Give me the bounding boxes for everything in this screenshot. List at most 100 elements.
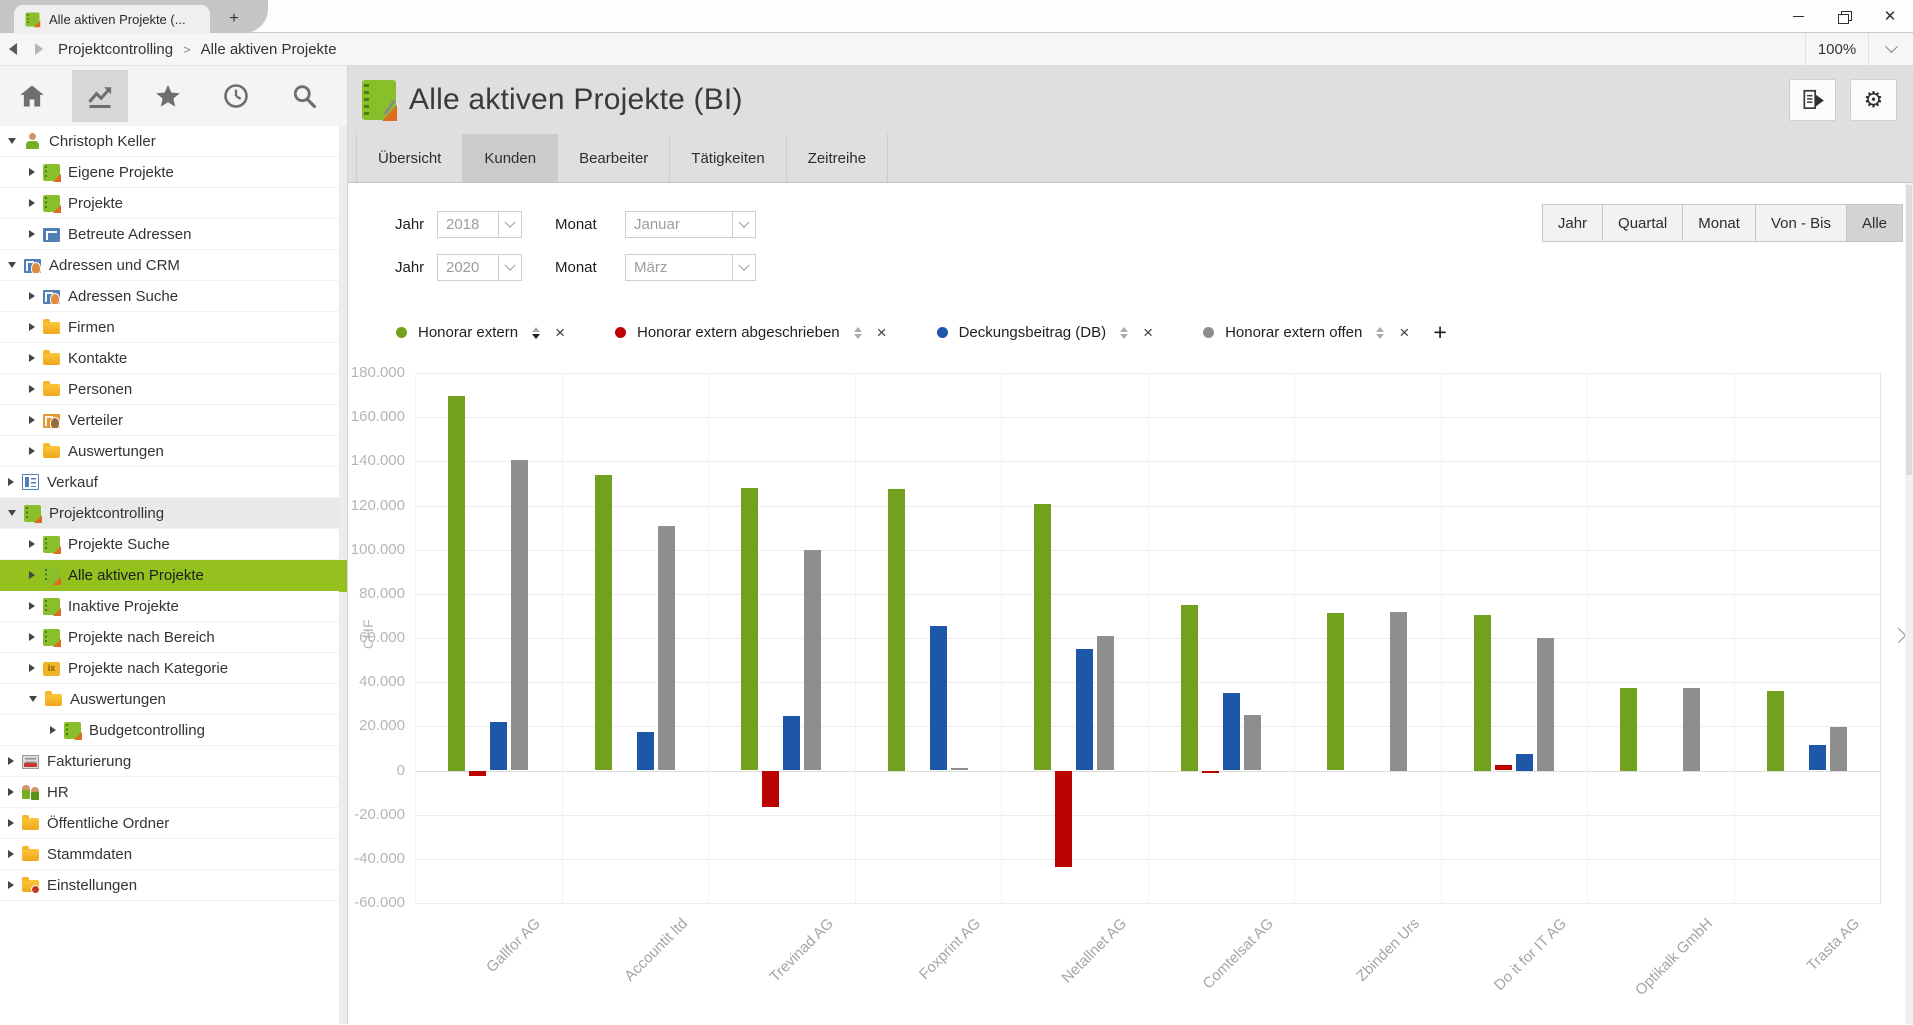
add-series-button[interactable]: +	[1433, 319, 1447, 345]
chevron-collapsed-icon[interactable]	[29, 292, 35, 300]
sidebar-item-betreute-adressen[interactable]: Betreute Adressen	[0, 219, 339, 250]
month-to-select[interactable]: März	[625, 254, 756, 281]
tab-bearbeiter[interactable]: Bearbeiter	[558, 134, 671, 182]
chevron-collapsed-icon[interactable]	[8, 788, 14, 796]
sidebar-item-ffentliche-ordner[interactable]: Öffentliche Ordner	[0, 808, 339, 839]
sidebar-item-inaktive-projekte[interactable]: Inaktive Projekte	[0, 591, 339, 622]
chevron-collapsed-icon[interactable]	[8, 819, 14, 827]
tab-kunden[interactable]: Kunden	[463, 134, 559, 182]
new-tab-button[interactable]: +	[216, 7, 252, 31]
period-button-von-bis[interactable]: Von - Bis	[1754, 204, 1847, 242]
sidebar-item-auswertungen[interactable]: Auswertungen	[0, 684, 339, 715]
sidebar-item-auswertungen[interactable]: Auswertungen	[0, 436, 339, 467]
chevron-collapsed-icon[interactable]	[29, 633, 35, 641]
remove-series-button[interactable]: ×	[555, 323, 565, 342]
sort-ascending-icon[interactable]	[853, 326, 862, 332]
sidebar-item-adressen-und-crm[interactable]: Adressen und CRM	[0, 250, 339, 281]
content-scrollbar[interactable]	[1905, 183, 1913, 1024]
sidebar-item-projektcontrolling[interactable]: Projektcontrolling	[0, 498, 339, 529]
sort-descending-icon[interactable]	[853, 333, 862, 339]
sidebar-item-verteiler[interactable]: Verteiler	[0, 405, 339, 436]
chevron-expanded-icon[interactable]	[8, 262, 16, 268]
report-button[interactable]	[1789, 79, 1836, 121]
chevron-collapsed-icon[interactable]	[29, 323, 35, 331]
period-button-alle[interactable]: Alle	[1845, 204, 1903, 242]
period-button-monat[interactable]: Monat	[1682, 204, 1756, 242]
chevron-collapsed-icon[interactable]	[8, 881, 14, 889]
zoom-level[interactable]: 100%	[1817, 40, 1857, 58]
sidebar-item-einstellungen[interactable]: Einstellungen	[0, 870, 339, 901]
sidebar-item-adressen-suche[interactable]: Adressen Suche	[0, 281, 339, 312]
sidebar-item-verkauf[interactable]: Verkauf	[0, 467, 339, 498]
sort-ascending-icon[interactable]	[532, 326, 541, 332]
sidebar-item-projekte-nach-bereich[interactable]: Projekte nach Bereich	[0, 622, 339, 653]
window-tab-active[interactable]: Alle aktiven Projekte (...	[14, 5, 210, 33]
sidebar-item-eigene-projekte[interactable]: Eigene Projekte	[0, 157, 339, 188]
search-button[interactable]	[276, 70, 332, 122]
remove-series-button[interactable]: ×	[1399, 323, 1410, 342]
sidebar-item-stammdaten[interactable]: Stammdaten	[0, 839, 339, 870]
remove-series-button[interactable]: ×	[876, 323, 887, 342]
restore-button[interactable]	[1821, 0, 1867, 33]
chevron-collapsed-icon[interactable]	[29, 540, 35, 548]
reports-button[interactable]	[72, 70, 128, 122]
close-button[interactable]: ✕	[1867, 0, 1913, 33]
sort-buttons[interactable]	[1376, 326, 1385, 339]
chevron-expanded-icon[interactable]	[8, 510, 16, 516]
breadcrumb-section[interactable]: Projektcontrolling	[58, 40, 174, 58]
period-button-quartal[interactable]: Quartal	[1602, 204, 1684, 242]
year-to-select[interactable]: 2020	[437, 254, 522, 281]
forward-button[interactable]	[26, 43, 52, 55]
chevron-collapsed-icon[interactable]	[29, 447, 35, 455]
home-button[interactable]	[4, 70, 60, 122]
sidebar-item-projekte-suche[interactable]: Projekte Suche	[0, 529, 339, 560]
sidebar-item-firmen[interactable]: Firmen	[0, 312, 339, 343]
tab-zeitreihe[interactable]: Zeitreihe	[787, 134, 889, 182]
sort-buttons[interactable]	[532, 326, 541, 339]
favorites-button[interactable]	[140, 70, 196, 122]
tab-bersicht[interactable]: Übersicht	[356, 134, 464, 182]
chevron-collapsed-icon[interactable]	[8, 850, 14, 858]
chevron-collapsed-icon[interactable]	[8, 478, 14, 486]
sidebar-item-projekte[interactable]: Projekte	[0, 188, 339, 219]
chevron-expanded-icon[interactable]	[8, 138, 16, 144]
settings-button[interactable]: ⚙	[1850, 79, 1897, 121]
remove-series-button[interactable]: ×	[1143, 323, 1154, 342]
sidebar-item-personen[interactable]: Personen	[0, 374, 339, 405]
chevron-expanded-icon[interactable]	[29, 696, 37, 702]
chevron-collapsed-icon[interactable]	[29, 602, 35, 610]
sort-ascending-icon[interactable]	[1376, 326, 1385, 332]
minimize-button[interactable]	[1775, 0, 1821, 33]
sidebar-scrollbar[interactable]	[339, 126, 347, 1024]
month-from-select[interactable]: Januar	[625, 211, 756, 238]
sort-descending-icon[interactable]	[1120, 333, 1129, 339]
chevron-collapsed-icon[interactable]	[29, 416, 35, 424]
sort-buttons[interactable]	[853, 326, 862, 339]
chevron-collapsed-icon[interactable]	[29, 168, 35, 176]
sort-ascending-icon[interactable]	[1120, 326, 1129, 332]
chevron-collapsed-icon[interactable]	[29, 199, 35, 207]
sidebar-item-kontakte[interactable]: Kontakte	[0, 343, 339, 374]
zoom-menu-button[interactable]	[1869, 33, 1913, 65]
year-from-select[interactable]: 2018	[437, 211, 522, 238]
sidebar-item-alle-aktiven-projekte[interactable]: Alle aktiven Projekte	[0, 560, 339, 591]
chevron-collapsed-icon[interactable]	[29, 385, 35, 393]
recent-button[interactable]	[208, 70, 264, 122]
sidebar-item-hr[interactable]: HR	[0, 777, 339, 808]
sidebar-item-projekte-nach-kategorie[interactable]: Projekte nach Kategorie	[0, 653, 339, 684]
breadcrumb-page[interactable]: Alle aktiven Projekte	[200, 40, 337, 58]
sidebar-item-fakturierung[interactable]: Fakturierung	[0, 746, 339, 777]
sidebar-item-christoph-keller[interactable]: Christoph Keller	[0, 126, 339, 157]
sort-descending-icon[interactable]	[1376, 333, 1385, 339]
chevron-collapsed-icon[interactable]	[29, 354, 35, 362]
chevron-collapsed-icon[interactable]	[29, 664, 35, 672]
scrollbar-thumb[interactable]	[1906, 185, 1912, 475]
chevron-collapsed-icon[interactable]	[29, 571, 35, 579]
period-button-jahr[interactable]: Jahr	[1541, 204, 1604, 242]
chevron-collapsed-icon[interactable]	[8, 757, 14, 765]
chevron-collapsed-icon[interactable]	[50, 726, 56, 734]
tab-t-tigkeiten[interactable]: Tätigkeiten	[670, 134, 787, 182]
back-button[interactable]	[0, 43, 26, 55]
sidebar-item-budgetcontrolling[interactable]: Budgetcontrolling	[0, 715, 339, 746]
sort-buttons[interactable]	[1120, 326, 1129, 339]
